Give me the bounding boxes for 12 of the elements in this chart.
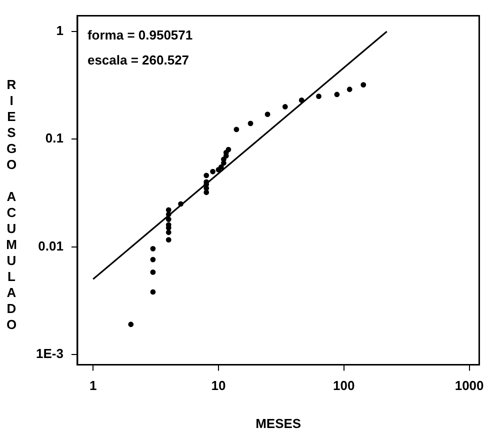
annotation: escala = 260.527	[87, 52, 190, 68]
x-tick-label: 100	[333, 378, 355, 394]
y-tick-label: 0.1	[45, 130, 64, 146]
x-tick-label: 1000	[454, 378, 484, 394]
x-tick-label: 10	[211, 378, 226, 394]
y-tick-label: 0.01	[38, 238, 64, 254]
y-tick-label: 1	[56, 23, 64, 38]
x-axis-title: MESES	[256, 416, 302, 431]
annotation: forma = 0.950571	[87, 27, 193, 42]
y-axis-title: RIESGO ACUMULADO	[4, 76, 19, 335]
y-tick-label: 1E-3	[36, 346, 64, 361]
x-tick-label: 1	[90, 378, 97, 394]
